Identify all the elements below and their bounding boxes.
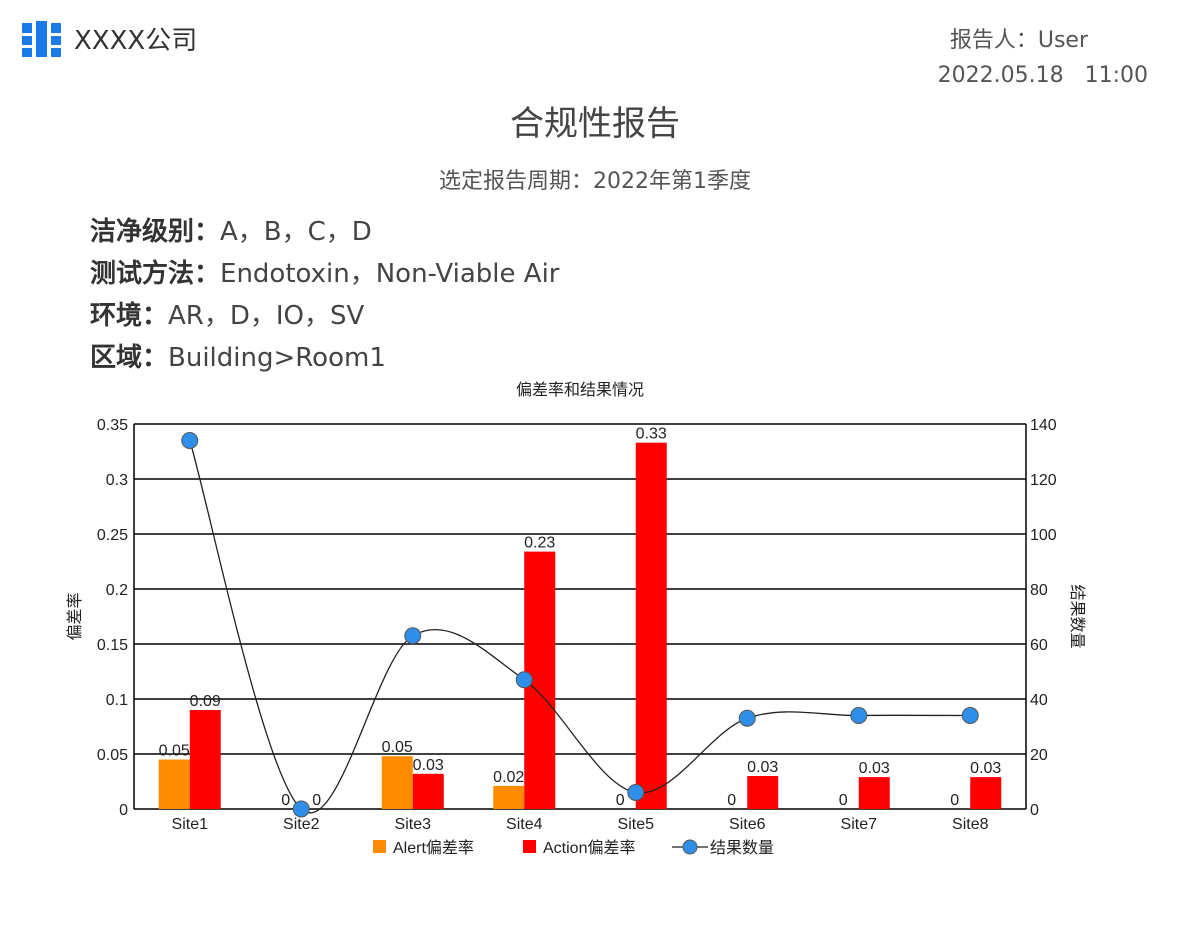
x-tick-label: Site1 <box>172 816 209 833</box>
chart-title: 偏差率和结果情况 <box>516 381 644 399</box>
reporter-label: 报告人：User <box>949 28 1088 53</box>
action-bar <box>858 777 890 809</box>
action-bar <box>189 710 221 809</box>
result-count-point <box>181 432 199 449</box>
filter-area: 区域：Building>Room1 <box>90 341 559 383</box>
filter-value: AR，D，IO，SV <box>168 301 365 331</box>
x-tick-label: Site5 <box>618 816 655 833</box>
action-bar <box>970 777 1002 809</box>
filter-value: A，B，C，D <box>220 217 372 247</box>
action-data-label: 0.03 <box>747 759 778 776</box>
filter-value: Endotoxin，Non-Viable Air <box>220 259 560 289</box>
y2-tick-label: 140 <box>1030 417 1057 434</box>
filter-summary: 洁净级别：A，B，C，D 测试方法：Endotoxin，Non-Viable A… <box>90 215 559 383</box>
action-bar <box>412 773 444 809</box>
y2-tick-label: 60 <box>1030 637 1048 654</box>
alert-bar <box>158 759 190 809</box>
y-tick-label: 0.3 <box>106 472 128 489</box>
y-tick-label: 0.2 <box>106 582 128 599</box>
alert-bar <box>381 756 413 809</box>
company-name: XXXX公司 <box>74 26 198 56</box>
y2-tick-label: 120 <box>1030 472 1057 489</box>
x-tick-label: Site7 <box>841 816 878 833</box>
x-tick-label: Site4 <box>506 816 543 833</box>
filter-label: 环境： <box>90 301 169 331</box>
alert-data-label: 0.05 <box>159 743 190 760</box>
y-tick-label: 0.35 <box>97 417 128 434</box>
y2-tick-label: 40 <box>1030 692 1048 709</box>
alert-data-label: 0 <box>727 792 736 809</box>
filter-value: Building>Room1 <box>168 343 386 373</box>
y2-tick-label: 20 <box>1030 747 1048 764</box>
alert-data-label: 0 <box>281 792 290 809</box>
legend-alert-swatch <box>373 840 386 853</box>
result-count-point <box>404 627 422 645</box>
y-tick-label: 0.15 <box>97 637 128 654</box>
action-data-label: 0 <box>312 792 321 809</box>
y2-tick-label: 80 <box>1030 582 1048 599</box>
action-data-label: 0.23 <box>524 535 555 552</box>
alert-data-label: 0 <box>616 792 625 809</box>
result-count-point <box>515 671 533 689</box>
y2-axis-title: 结果数量 <box>1068 584 1086 648</box>
result-count-point <box>850 707 868 724</box>
y-tick-label: 0.25 <box>97 527 128 544</box>
action-data-label: 0.09 <box>190 693 221 710</box>
filter-test-method: 测试方法：Endotoxin，Non-Viable Air <box>90 257 559 299</box>
action-data-label: 0.03 <box>859 760 890 777</box>
report-period: 选定报告周期：2022年第1季度 <box>439 169 751 194</box>
legend-action-label: Action偏差率 <box>543 839 635 857</box>
result-count-point <box>627 784 645 801</box>
alert-bar <box>493 785 525 809</box>
legend-alert-label: Alert偏差率 <box>393 839 474 857</box>
report-datetime: 2022.05.18 11:00 <box>937 63 1148 88</box>
alert-data-label: 0 <box>839 792 848 809</box>
x-tick-label: Site3 <box>395 816 432 833</box>
alert-data-label: 0.02 <box>493 769 524 786</box>
filter-label: 测试方法： <box>90 259 221 289</box>
company-logo: XXXX公司 <box>22 20 197 57</box>
y-tick-label: 0.1 <box>106 692 128 709</box>
legend-action-swatch <box>523 840 536 853</box>
result-count-point <box>738 709 756 727</box>
result-count-line <box>189 440 971 814</box>
legend-count-label: 结果数量 <box>710 839 774 857</box>
action-bar <box>635 442 667 809</box>
action-bar <box>747 776 779 809</box>
y-tick-label: 0 <box>119 802 128 819</box>
action-data-label: 0.03 <box>970 760 1001 777</box>
deviation-rate-chart: 偏差率和结果情况 0 0 0.05 20 0.1 40 0.15 60 0.2 80 0.25 100 0… <box>66 381 1086 857</box>
filter-label: 区域： <box>90 343 169 373</box>
x-tick-label: Site2 <box>283 816 320 833</box>
report-title: 合规性报告 <box>510 104 680 144</box>
result-count-point <box>292 800 310 818</box>
legend-line-marker <box>682 839 698 855</box>
y-axis-title: 偏差率 <box>66 592 84 640</box>
x-tick-label: Site8 <box>952 816 989 833</box>
y2-tick-label: 100 <box>1030 527 1057 544</box>
x-tick-label: Site6 <box>729 816 766 833</box>
result-count-point <box>961 707 979 724</box>
filter-label: 洁净级别： <box>90 217 221 247</box>
company-logo-icon <box>22 20 61 57</box>
y-tick-label: 0.05 <box>97 747 128 764</box>
filter-environment: 环境：AR，D，IO，SV <box>90 299 559 341</box>
action-data-label: 0.03 <box>413 757 444 774</box>
alert-data-label: 0.05 <box>382 739 413 756</box>
y2-tick-label: 0 <box>1030 802 1039 819</box>
filter-clean-level: 洁净级别：A，B，C，D <box>90 215 559 257</box>
action-data-label: 0.33 <box>636 426 667 443</box>
alert-data-label: 0 <box>950 792 959 809</box>
